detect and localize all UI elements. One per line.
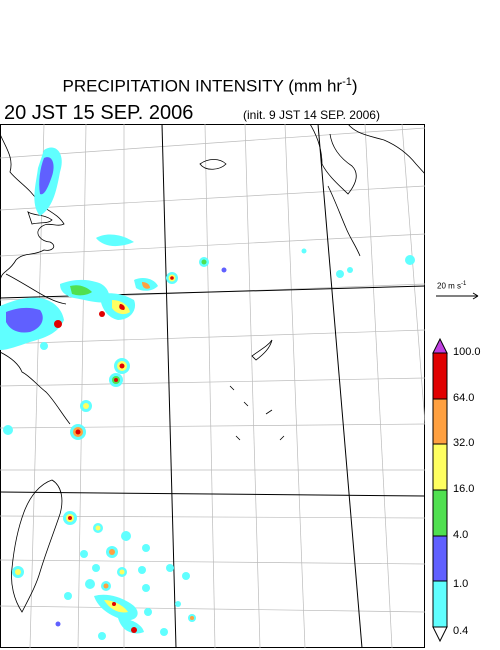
valid-time: 20 JST 15 SEP. 2006 [4, 102, 194, 124]
colorbar-label-1: 1.0 [453, 578, 469, 590]
major-grid-lines [0, 124, 425, 648]
wind-reference-label: 20 m s-1 [437, 281, 466, 291]
colorbar-band-1-04 [432, 580, 448, 628]
precipitation-map [0, 124, 425, 648]
colorbar-label-04: 0.4 [453, 625, 469, 637]
colorbar-band-100-64 [432, 352, 448, 400]
colorbar-label-4: 4.0 [453, 529, 469, 541]
map-title: PRECIPITATION INTENSITY (mm hr-1) [0, 76, 420, 97]
wind-reference-exponent: -1 [461, 281, 467, 287]
map-frame [0, 124, 425, 648]
title-close-paren: ) [351, 76, 358, 96]
wind-reference-arrow-icon [436, 292, 479, 300]
colorbar-band-4-1 [432, 535, 448, 582]
colorbar-label-100: 100.0 [453, 346, 481, 358]
colorbar-band-32-16 [432, 443, 448, 491]
init-time: (init. 9 JST 14 SEP. 2006) [243, 108, 380, 122]
precipitation-field [0, 147, 415, 640]
colorbar-over-triangle [432, 337, 448, 354]
colorbar-label-64: 64.0 [453, 392, 475, 404]
colorbar-label-32: 32.0 [453, 437, 475, 449]
colorbar-under-triangle [432, 626, 448, 643]
colorbar-band-16-4 [432, 489, 448, 537]
wind-reference-text: 20 m s [437, 281, 462, 291]
colorbar-label-16: 16.0 [453, 483, 475, 495]
colorbar-band-64-32 [432, 398, 448, 445]
title-unit-exponent: -1 [342, 76, 352, 88]
title-text: PRECIPITATION INTENSITY (mm hr [62, 76, 343, 96]
coastlines [0, 124, 425, 613]
colorbar [432, 337, 448, 643]
